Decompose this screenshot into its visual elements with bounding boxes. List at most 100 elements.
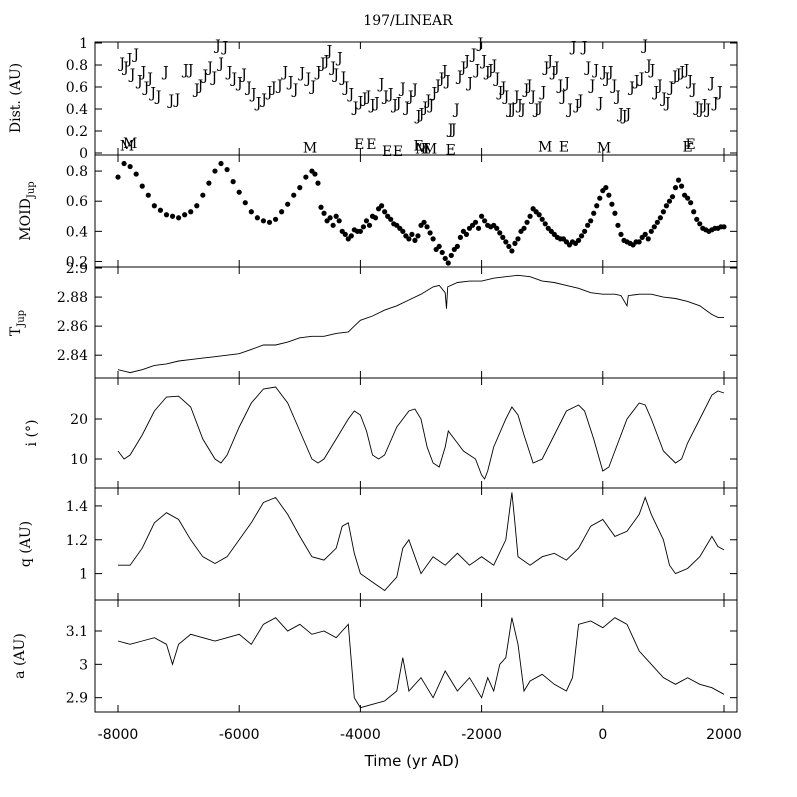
encounter-mars: M [415,142,429,158]
moid-point [212,168,218,174]
encounter-jupiter: J [659,91,667,107]
encounter-jupiter: J [128,67,136,83]
panel-moid-yticks: 0.2 0.4 0.6 0.8 [66,164,737,270]
encounter-jupiter: J [677,65,685,81]
encounter-jupiter: J [372,95,380,111]
panel-tjup-ylabel-sub: Jup [16,310,27,328]
encounter-jupiter: J [623,106,631,122]
encounter-jupiter: J [707,76,715,92]
moid-point [603,185,609,191]
moid-point [654,219,660,225]
perihelion-ytick-label: 1.4 [66,499,88,515]
moid-point [663,203,670,209]
moid-point [588,218,594,224]
perihelion-line [118,492,725,592]
encounter-jupiter: J [535,100,543,116]
encounter-jupiter: J [440,64,448,80]
moid-point [463,231,470,237]
encounter-jupiter: J [398,81,406,97]
encounter-jupiter: J [423,93,431,109]
panel-tjup-ylabel-main: T [8,326,24,336]
moid-point [612,210,618,216]
encounter-earth: E [366,137,376,153]
encounter-earth: E [446,143,456,159]
encounter-jupiter: J [135,73,143,89]
encounter-jupiter: J [335,50,343,66]
encounter-jupiter: J [161,65,169,81]
semimajor-ytick-label: 3.1 [66,624,88,640]
encounter-jupiter: J [356,94,364,110]
moid-point [366,222,373,228]
encounter-jupiter: J [539,84,547,100]
moid-point [575,237,582,243]
panel-perihelion-yticks: 1 1.2 1.4 [66,499,737,583]
moid-point [636,239,642,245]
encounter-earth: E [559,139,569,155]
moid-point [691,209,697,215]
moid-point [372,215,379,221]
encounter-jupiter: J [235,76,243,92]
encounter-jupiter: J [591,62,599,78]
encounter-jupiter: J [580,39,588,55]
encounter-jupiter: J [446,122,454,138]
moid-point [454,243,460,250]
encounter-jupiter: J [502,89,510,105]
encounter-jupiter: J [196,78,204,94]
encounter-jupiter: J [433,78,441,94]
moid-point [539,216,545,222]
moid-point [163,212,170,218]
panel-semimajor-marks [117,600,725,712]
encounter-jupiter: J [269,80,277,96]
panel-perihelion-ylabel: q (AU) [18,521,34,567]
x-tick-label: -4000 [340,727,381,743]
encounter-earth: E [382,144,392,160]
moid-point [582,228,588,234]
encounter-jupiter: J [414,109,422,125]
moid-point [591,210,597,216]
encounter-jupiter: J [674,67,682,83]
panel-perihelion-marks [117,488,725,600]
distance-ytick-label: 0 [79,146,88,162]
moid-point [260,218,267,224]
inclination-ytick-label: 10 [70,452,88,468]
moid-point [436,243,442,250]
encounter-jupiter: J [573,98,581,114]
encounter-jupiter: J [225,65,233,81]
encounter-jupiter: J [476,36,484,52]
moid-point [421,219,427,225]
moid-point [494,225,500,231]
distance-ytick-label: 0.4 [66,102,88,118]
encounter-jupiter: J [545,54,553,70]
encounter-jupiter: J [394,95,402,111]
moid-point [472,219,479,225]
encounter-earth: E [686,137,696,153]
panel-moid-ylabel: MOIDJup [18,181,37,240]
moid-point [439,249,445,256]
encounter-jupiter: J [437,71,445,87]
encounter-jupiter: J [449,122,457,138]
moid-point [669,194,676,200]
encounter-jupiter: J [648,62,656,78]
encounter-earth: E [393,144,403,160]
perihelion-ytick-label: 1 [79,567,88,583]
moid-point [157,207,164,213]
panel-inclination-yticks: 10 20 [70,412,737,468]
encounter-jupiter: J [515,98,523,114]
encounter-jupiter: J [655,78,663,94]
encounter-jupiter: J [700,98,708,114]
encounter-jupiter: J [254,95,262,111]
panel-distance-yticks: 0 0.2 0.4 0.6 0.8 1 [66,36,737,162]
encounter-jupiter: J [297,66,305,82]
encounter-jupiter: J [508,102,516,118]
encounter-jupiter: J [462,54,470,70]
moid-point [685,195,691,201]
encounter-jupiter: J [328,60,336,76]
panel-semimajor-frame [94,599,738,713]
moid-point [694,216,700,222]
encounter-jupiter: J [670,69,678,85]
moid-point [230,179,236,185]
moid-point [609,201,615,207]
moid-point [448,252,454,259]
moid-point [424,224,430,230]
moid-point [585,222,591,228]
